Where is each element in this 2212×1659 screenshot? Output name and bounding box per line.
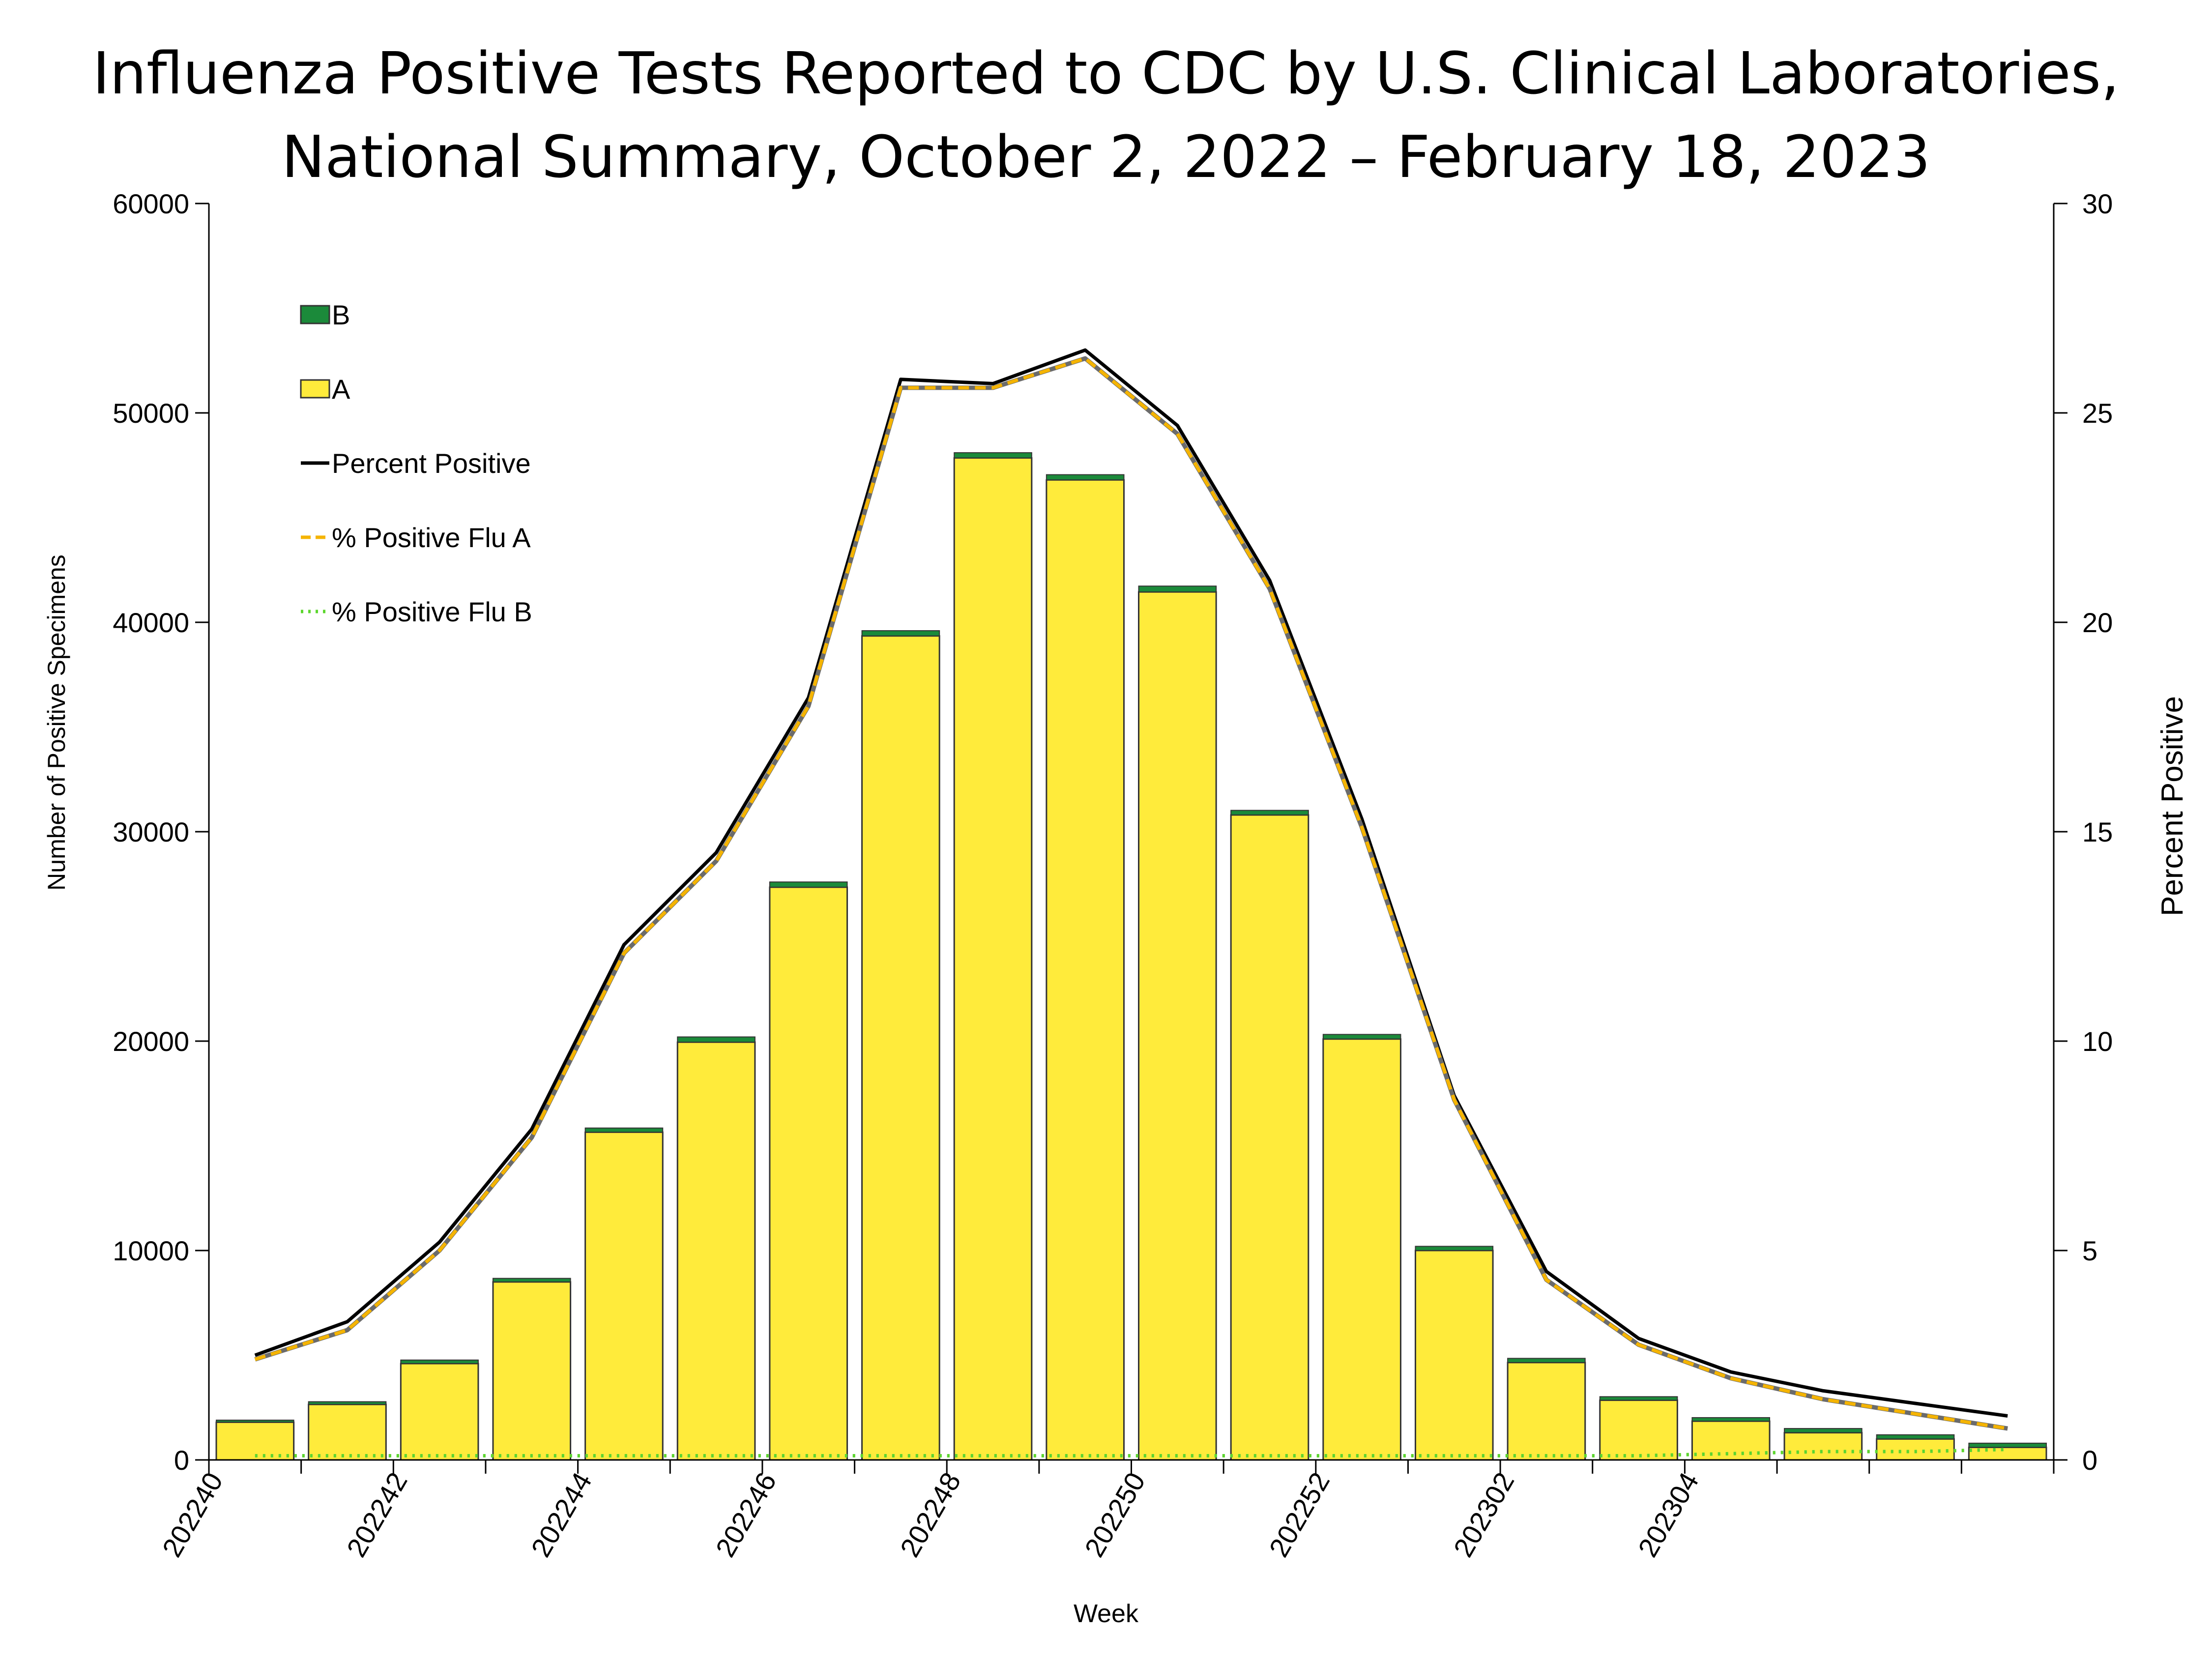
legend-swatch-b bbox=[300, 305, 330, 324]
bar-a-202305 bbox=[1783, 1432, 1863, 1461]
y2-tick-label: 0 bbox=[2082, 1445, 2097, 1476]
y2-tick-label: 25 bbox=[2082, 398, 2113, 429]
x-tick-label: 202304 bbox=[1632, 1467, 1705, 1562]
bar-b-202301 bbox=[1415, 1246, 1494, 1251]
bar-a-202246 bbox=[769, 886, 848, 1461]
y-tick-label: 40000 bbox=[113, 607, 189, 638]
bar-b-202248 bbox=[954, 452, 1032, 459]
bars-layer bbox=[215, 452, 2047, 1461]
y2-tick-label: 20 bbox=[2082, 607, 2113, 638]
x-tick-label: 202242 bbox=[341, 1467, 413, 1562]
bar-a-202245 bbox=[676, 1041, 756, 1461]
x-tick-label: 202248 bbox=[894, 1467, 967, 1562]
bar-b-202240 bbox=[216, 1420, 294, 1423]
bar-a-202307 bbox=[1968, 1446, 2047, 1461]
legend: B A Percent Positive % Positive Flu A % Posi… bbox=[300, 299, 532, 627]
bar-a-202249 bbox=[1046, 479, 1125, 1461]
x-axis-label: Week bbox=[1074, 1600, 1139, 1628]
bar-b-202303 bbox=[1599, 1396, 1678, 1401]
bar-a-202251 bbox=[1230, 814, 1310, 1461]
line-flu-a-outline bbox=[254, 356, 2008, 1431]
y-tick-label: 50000 bbox=[113, 398, 189, 429]
y-tick-label: 20000 bbox=[113, 1026, 189, 1057]
bar-b-202305 bbox=[1784, 1428, 1863, 1433]
bar-a-202240 bbox=[215, 1421, 295, 1461]
bar-a-202242 bbox=[400, 1363, 479, 1461]
y-tick-label: 10000 bbox=[113, 1235, 189, 1266]
bar-a-202252 bbox=[1322, 1038, 1401, 1461]
y-tick-label: 60000 bbox=[113, 188, 189, 219]
y2-tick-label: 15 bbox=[2082, 816, 2113, 847]
bar-a-202302 bbox=[1507, 1362, 1586, 1461]
y2-tick-label: 30 bbox=[2082, 188, 2113, 219]
bar-b-202252 bbox=[1322, 1034, 1401, 1040]
bar-b-202241 bbox=[308, 1401, 387, 1405]
legend-label-a: A bbox=[332, 374, 350, 405]
x-tick-label: 202250 bbox=[1078, 1467, 1151, 1562]
y2-tick-label: 5 bbox=[2082, 1235, 2097, 1266]
bar-b-202244 bbox=[584, 1127, 664, 1133]
bar-b-202250 bbox=[1138, 585, 1217, 593]
bar-a-202247 bbox=[861, 635, 940, 1461]
bar-a-202244 bbox=[584, 1131, 664, 1461]
bar-a-202250 bbox=[1138, 591, 1217, 1461]
bar-a-202248 bbox=[953, 457, 1033, 1461]
bar-a-202304 bbox=[1691, 1420, 1771, 1461]
line-positive-flu-b bbox=[255, 1448, 2008, 1457]
bar-b-202245 bbox=[677, 1036, 756, 1043]
line-percent-positive bbox=[254, 348, 2008, 1418]
y-tick-label: 30000 bbox=[113, 816, 189, 847]
bar-b-202251 bbox=[1230, 810, 1309, 815]
chart-title-line-1: Influenza Positive Tests Reported to CDC… bbox=[92, 39, 2119, 107]
bar-b-202246 bbox=[769, 881, 848, 888]
x-tick-label: 202302 bbox=[1447, 1467, 1520, 1562]
bar-a-202306 bbox=[1876, 1438, 1955, 1461]
y2-tick-label: 10 bbox=[2082, 1026, 2113, 1057]
bar-a-202241 bbox=[308, 1403, 387, 1461]
legend-label-b: B bbox=[332, 299, 350, 330]
bar-a-202243 bbox=[492, 1281, 572, 1461]
bar-b-202243 bbox=[492, 1278, 571, 1282]
legend-label-positive-flu-b: % Positive Flu B bbox=[332, 596, 532, 627]
legend-label-percent-positive: Percent Positive bbox=[332, 448, 531, 479]
y2-axis-label: Percent Positive bbox=[2155, 696, 2189, 916]
bar-b-202304 bbox=[1691, 1417, 1771, 1422]
x-tick-label: 202252 bbox=[1263, 1467, 1336, 1562]
bar-b-202302 bbox=[1507, 1358, 1586, 1363]
x-tick-label: 202244 bbox=[525, 1467, 598, 1562]
legend-label-positive-flu-a: % Positive Flu A bbox=[332, 522, 531, 553]
bar-a-202301 bbox=[1414, 1250, 1494, 1461]
line-positive-flu-a bbox=[254, 356, 2008, 1430]
x-tick-label: 202246 bbox=[709, 1467, 782, 1562]
legend-swatch-a bbox=[300, 379, 330, 399]
bar-a-202303 bbox=[1599, 1399, 1678, 1461]
bar-b-202306 bbox=[1876, 1434, 1955, 1440]
bar-b-202242 bbox=[400, 1359, 479, 1365]
bar-b-202307 bbox=[1968, 1442, 2047, 1448]
bar-b-202249 bbox=[1046, 474, 1125, 481]
chart-title-line-2: National Summary, October 2, 2022 – Febr… bbox=[282, 123, 1930, 191]
bar-b-202247 bbox=[861, 630, 940, 637]
y-tick-label: 0 bbox=[174, 1445, 189, 1476]
lines-layer bbox=[254, 348, 2008, 1457]
y-axis-label: Number of Positive Specimens bbox=[43, 554, 70, 891]
x-tick-label: 202240 bbox=[156, 1467, 229, 1562]
